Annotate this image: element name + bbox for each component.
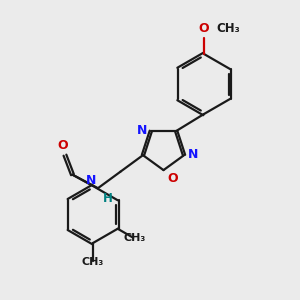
Text: CH₃: CH₃ — [82, 257, 104, 267]
Text: CH₃: CH₃ — [217, 22, 240, 35]
Text: CH₃: CH₃ — [123, 233, 146, 243]
Text: H: H — [103, 192, 113, 205]
Text: O: O — [57, 139, 68, 152]
Text: O: O — [167, 172, 178, 184]
Text: O: O — [199, 22, 209, 35]
Text: N: N — [136, 124, 147, 137]
Text: N: N — [86, 174, 97, 187]
Text: N: N — [188, 148, 198, 161]
